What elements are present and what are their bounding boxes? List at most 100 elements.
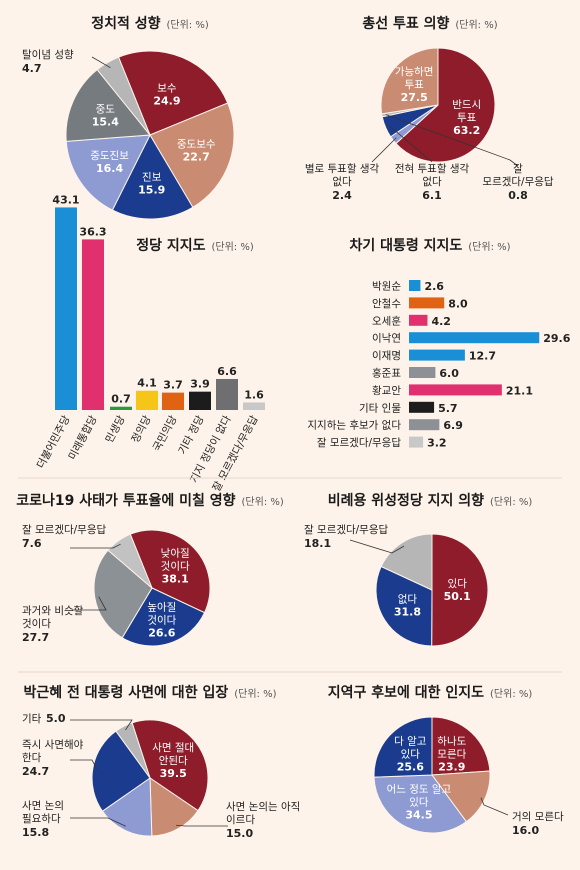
pie-slice xyxy=(375,565,433,647)
chart-title: 총선 투표 의향 (단위: %) xyxy=(362,15,497,32)
unit-label: (단위: %) xyxy=(455,18,497,31)
bar xyxy=(409,332,540,344)
bar-category: 기타 인물 xyxy=(359,402,401,414)
bar-category: 박원순 xyxy=(372,281,401,293)
chart-title: 정치적 성향 (단위: %) xyxy=(91,15,209,32)
slice-value: 6.1 xyxy=(422,189,442,202)
bar xyxy=(409,297,445,309)
leader-line xyxy=(70,817,126,827)
slice-label: 거의 모른다 xyxy=(512,811,564,823)
unit-label: (단위: %) xyxy=(242,495,284,508)
chart-title: 차기 대통령 지지도 (단위: %) xyxy=(349,238,510,254)
chart-title: 코로나19 사태가 투표율에 미칠 영향 (단위: %) xyxy=(16,492,284,509)
bar-category: 정의당 xyxy=(129,413,153,445)
slice-label: 잘 모르겠다/무응답 xyxy=(22,524,106,536)
slice-value: 27.7 xyxy=(22,631,49,644)
chart-title-text: 정치적 성향 xyxy=(91,15,160,32)
chart-title-text: 차기 대통령 지지도 xyxy=(349,238,462,254)
pie-slice xyxy=(395,47,496,163)
bar-category: 안철수 xyxy=(372,298,401,310)
slice-label: 것이다 xyxy=(147,615,176,627)
pie-slice xyxy=(111,133,194,220)
bar xyxy=(82,239,104,410)
slice-value: 16.4 xyxy=(96,162,123,175)
bar xyxy=(409,367,436,378)
slice-label: 전혀 투표할 생각 xyxy=(395,163,470,175)
unit-label: (단위: %) xyxy=(468,240,510,253)
slice-label: 기타 xyxy=(22,713,42,725)
bar-value: 4.2 xyxy=(431,315,451,328)
pie-slice xyxy=(107,533,153,589)
slice-label: 반드시 xyxy=(452,99,481,111)
slice-value: 26.6 xyxy=(148,627,175,640)
bar xyxy=(409,280,421,291)
slice-value: 4.7 xyxy=(22,62,42,75)
pie-slice xyxy=(380,533,433,591)
pie-slice xyxy=(65,68,151,142)
slice-label: 한다 xyxy=(22,752,42,764)
slice-label: 사면 논의 xyxy=(22,800,64,812)
slice-label: 사면 논의는 아직 xyxy=(226,801,300,813)
bar-category: 이낙연 xyxy=(372,333,401,345)
pie-slice xyxy=(93,549,153,639)
leader-line xyxy=(385,114,519,167)
slice-value: 7.6 xyxy=(22,537,42,550)
bar-category: 지지하는 후보가 없다 xyxy=(307,419,401,432)
bar xyxy=(243,402,265,410)
slice-label: 모르겠다/무응답 xyxy=(482,176,553,188)
slice-value: 34.5 xyxy=(405,809,432,822)
bar-category: 홍준표 xyxy=(372,367,401,380)
pie-slice xyxy=(431,533,489,647)
slice-value: 5.0 xyxy=(46,712,66,725)
slice-label: 모른다 xyxy=(437,748,466,760)
bar xyxy=(409,419,440,431)
chart-title: 박근혜 전 대통령 사면에 대한 입장 (단위: %) xyxy=(24,684,277,701)
bar-value: 29.6 xyxy=(543,332,570,345)
pie-slice xyxy=(373,774,468,834)
slice-label: 낮아질 xyxy=(161,548,190,560)
pie-slice xyxy=(129,529,211,614)
slice-value: 50.1 xyxy=(444,590,471,603)
slice-label: 투표 xyxy=(404,79,424,91)
bar-value: 0.7 xyxy=(111,393,131,406)
slice-label: 필요하다 xyxy=(22,812,61,825)
slice-value: 23.9 xyxy=(438,760,465,773)
unit-label: (단위: %) xyxy=(167,18,209,31)
slice-label: 것이다 xyxy=(22,618,51,630)
bar-category: 황교안 xyxy=(372,385,401,397)
bar-value: 8.0 xyxy=(448,297,468,310)
slice-label: 투표 xyxy=(457,112,477,124)
slice-value: 39.5 xyxy=(160,767,187,780)
pie-slice xyxy=(380,47,439,115)
slice-label: 보수 xyxy=(157,83,177,95)
chart-title-text: 총선 투표 의향 xyxy=(362,15,449,32)
slice-label: 높아질 xyxy=(147,602,176,614)
bar-value: 36.3 xyxy=(79,225,106,238)
bar xyxy=(162,392,184,410)
chart-title-text: 지역구 후보에 대한 인지도 xyxy=(328,684,484,701)
bar-value: 1.6 xyxy=(244,388,264,401)
slice-value: 63.2 xyxy=(453,124,480,137)
slice-label: 이르다 xyxy=(226,814,255,826)
slice-label: 잘 xyxy=(513,163,523,175)
bar xyxy=(409,401,435,413)
bar xyxy=(189,391,211,410)
slice-label: 즉시 사면해야 xyxy=(22,738,84,751)
slice-value: 15.0 xyxy=(226,827,253,840)
pie-slice xyxy=(131,719,209,812)
pie-slice xyxy=(149,102,235,208)
bar-value: 4.1 xyxy=(137,377,157,390)
leader-line xyxy=(349,539,405,554)
slice-value: 0.8 xyxy=(508,189,528,202)
slice-label: 잘 모르겠다/무응답 xyxy=(304,524,388,536)
unit-label: (단위: %) xyxy=(490,687,532,700)
bar xyxy=(409,384,502,396)
chart-title: 비례용 위성정당 지지 의향 (단위: %) xyxy=(328,492,533,509)
slice-label: 안된다 xyxy=(159,755,188,767)
slice-value: 24.7 xyxy=(22,765,49,778)
bar-category: 오세훈 xyxy=(372,314,401,327)
slice-label: 있다 xyxy=(448,578,468,590)
